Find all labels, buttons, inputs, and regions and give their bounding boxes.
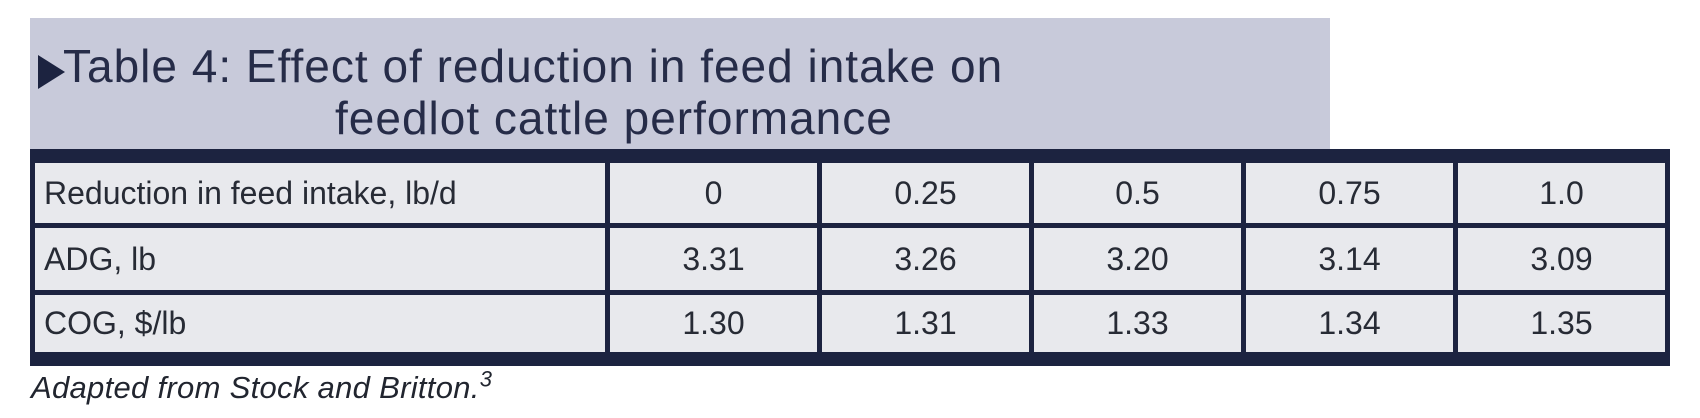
cell-adg-3: 3.20 xyxy=(1034,228,1241,290)
footnote-text: Adapted from Stock and Britton. xyxy=(31,370,480,405)
cell-feed-intake-5: 1.0 xyxy=(1458,163,1665,223)
cell-adg-4: 3.14 xyxy=(1246,228,1453,290)
cell-cog-2: 1.31 xyxy=(822,295,1029,352)
row-header-adg: ADG, lb xyxy=(35,228,605,290)
footnote-superscript: 3 xyxy=(479,366,493,392)
title-banner: Table 4: Effect of reduction in feed int… xyxy=(30,18,1330,149)
cell-feed-intake-2: 0.25 xyxy=(822,163,1029,223)
cell-adg-2: 3.26 xyxy=(822,228,1029,290)
cell-adg-1: 3.31 xyxy=(610,228,817,290)
cell-feed-intake-3: 0.5 xyxy=(1034,163,1241,223)
row-header-feed-intake: Reduction in feed intake, lb/d xyxy=(35,163,605,223)
cell-cog-1: 1.30 xyxy=(610,295,817,352)
table-title: Table 4: Effect of reduction in feed int… xyxy=(63,40,1003,144)
footnote: Adapted from Stock and Britton.3 xyxy=(31,366,493,406)
table-title-line1: Table 4: Effect of reduction in feed int… xyxy=(63,40,1004,92)
bullet-arrow-icon xyxy=(38,55,65,89)
table-title-line2: feedlot cattle performance xyxy=(335,92,893,144)
performance-table: Reduction in feed intake, lb/d 0 0.25 0.… xyxy=(30,149,1670,366)
cell-cog-5: 1.35 xyxy=(1458,295,1665,352)
cell-cog-4: 1.34 xyxy=(1246,295,1453,352)
cell-cog-3: 1.33 xyxy=(1034,295,1241,352)
cell-feed-intake-1: 0 xyxy=(610,163,817,223)
cell-adg-5: 3.09 xyxy=(1458,228,1665,290)
row-header-cog: COG, $/lb xyxy=(35,295,605,352)
cell-feed-intake-4: 0.75 xyxy=(1246,163,1453,223)
